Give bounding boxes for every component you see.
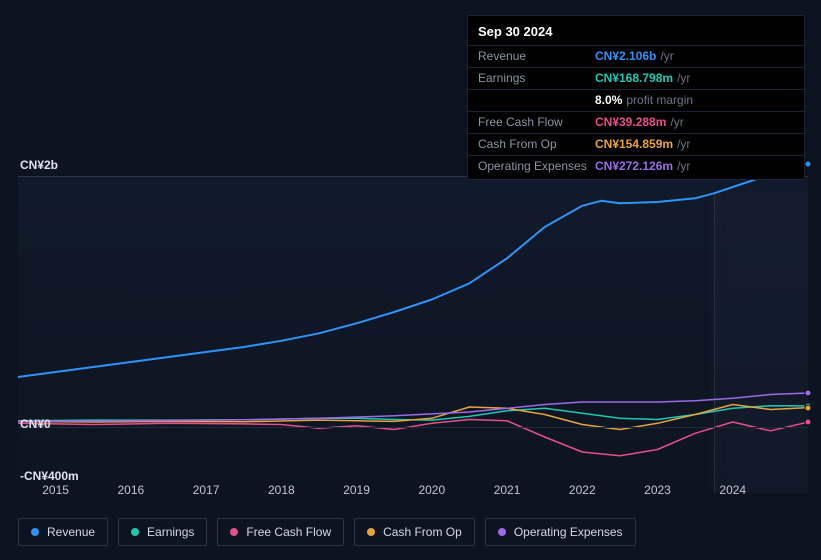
legend-item[interactable]: Earnings [118, 518, 207, 546]
tooltip-metric-value: 8.0% [595, 92, 622, 109]
end-marker [805, 390, 812, 397]
legend-dot-icon [367, 528, 375, 536]
legend-label: Revenue [47, 525, 95, 539]
legend-label: Cash From Op [383, 525, 462, 539]
tooltip-metric-value: CN¥2.106b [595, 48, 656, 65]
legend-item[interactable]: Cash From Op [354, 518, 475, 546]
line-chart[interactable]: CN¥2b CN¥0 -CN¥400m [18, 160, 808, 480]
series-line [18, 406, 808, 421]
tooltip-row: RevenueCN¥2.106b/yr [468, 45, 804, 67]
legend: Revenue Earnings Free Cash Flow Cash From O… [18, 518, 636, 546]
end-marker [805, 419, 812, 426]
tooltip-metric-suffix: /yr [677, 158, 690, 175]
tooltip-metric-suffix: /yr [660, 48, 673, 65]
tooltip-metric-suffix: /yr [670, 114, 683, 131]
end-marker [805, 404, 812, 411]
tooltip-metric-suffix: /yr [677, 136, 690, 153]
data-tooltip: Sep 30 2024 RevenueCN¥2.106b/yrEarningsC… [467, 15, 805, 180]
tooltip-date: Sep 30 2024 [468, 22, 804, 45]
legend-item[interactable]: Revenue [18, 518, 108, 546]
tooltip-metric-label: Operating Expenses [478, 158, 595, 175]
legend-dot-icon [498, 528, 506, 536]
y-tick-label: CN¥0 [20, 417, 51, 431]
x-tick-label: 2022 [569, 483, 596, 497]
legend-dot-icon [31, 528, 39, 536]
tooltip-row: EarningsCN¥168.798m/yr [468, 67, 804, 89]
tooltip-metric-value: CN¥39.288m [595, 114, 666, 131]
series-line [18, 177, 808, 377]
tooltip-row: Free Cash FlowCN¥39.288m/yr [468, 111, 804, 133]
tooltip-row: Cash From OpCN¥154.859m/yr [468, 133, 804, 155]
x-axis: 2015 2016 2017 2018 2019 2020 2021 2022 2023 2024 [18, 483, 808, 503]
gridline [18, 427, 808, 428]
tooltip-metric-value: CN¥168.798m [595, 70, 673, 87]
tooltip-metric-label: Revenue [478, 48, 595, 65]
legend-dot-icon [230, 528, 238, 536]
tooltip-metric-suffix: /yr [677, 70, 690, 87]
end-marker [805, 160, 812, 167]
legend-label: Free Cash Flow [246, 525, 331, 539]
x-tick-label: 2024 [719, 483, 746, 497]
legend-item[interactable]: Operating Expenses [485, 518, 636, 546]
tooltip-metric-value: CN¥272.126m [595, 158, 673, 175]
chart-container: Sep 30 2024 RevenueCN¥2.106b/yrEarningsC… [0, 0, 821, 560]
plot-area[interactable]: CN¥0 -CN¥400m [18, 176, 808, 476]
x-tick-label: 2023 [644, 483, 671, 497]
tooltip-metric-suffix: profit margin [626, 92, 693, 109]
legend-label: Operating Expenses [514, 525, 623, 539]
tooltip-metric-value: CN¥154.859m [595, 136, 673, 153]
y-tick-label: -CN¥400m [20, 469, 79, 483]
series-line [18, 420, 808, 456]
x-tick-label: 2018 [268, 483, 295, 497]
tooltip-metric-label: Earnings [478, 70, 595, 87]
tooltip-metric-label: Free Cash Flow [478, 114, 595, 131]
legend-dot-icon [131, 528, 139, 536]
x-tick-label: 2016 [117, 483, 144, 497]
series-line [18, 393, 808, 421]
x-tick-label: 2017 [193, 483, 220, 497]
legend-label: Earnings [147, 525, 194, 539]
y-tick-label: CN¥2b [20, 158, 58, 172]
tooltip-metric-label: Cash From Op [478, 136, 595, 153]
x-tick-label: 2015 [42, 483, 69, 497]
tooltip-row: Operating ExpensesCN¥272.126m/yr [468, 155, 804, 177]
x-tick-label: 2021 [494, 483, 521, 497]
series-svg [18, 177, 808, 477]
legend-item[interactable]: Free Cash Flow [217, 518, 344, 546]
x-tick-label: 2020 [418, 483, 445, 497]
tooltip-row: 8.0%profit margin [468, 89, 804, 111]
x-tick-label: 2019 [343, 483, 370, 497]
